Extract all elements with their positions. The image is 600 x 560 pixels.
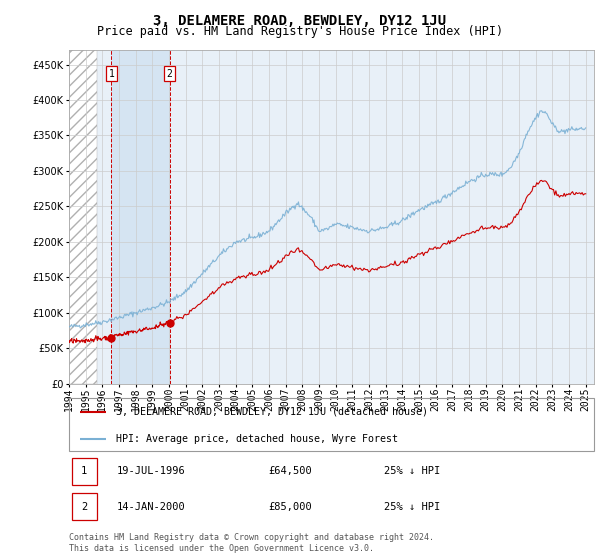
Text: 2: 2 xyxy=(167,69,173,79)
Text: 2: 2 xyxy=(81,502,88,512)
Text: 3, DELAMERE ROAD, BEWDLEY, DY12 1JU (detached house): 3, DELAMERE ROAD, BEWDLEY, DY12 1JU (det… xyxy=(116,407,428,417)
Bar xyxy=(71,458,97,485)
Text: 1: 1 xyxy=(81,466,88,476)
Text: 1: 1 xyxy=(109,69,114,79)
Text: Contains HM Land Registry data © Crown copyright and database right 2024.
This d: Contains HM Land Registry data © Crown c… xyxy=(69,533,434,553)
Text: Price paid vs. HM Land Registry's House Price Index (HPI): Price paid vs. HM Land Registry's House … xyxy=(97,25,503,38)
Text: 14-JAN-2000: 14-JAN-2000 xyxy=(116,502,185,512)
Bar xyxy=(69,50,97,384)
Text: HPI: Average price, detached house, Wyre Forest: HPI: Average price, detached house, Wyre… xyxy=(116,434,398,444)
Bar xyxy=(71,493,97,520)
Text: £64,500: £64,500 xyxy=(269,466,312,476)
Text: 19-JUL-1996: 19-JUL-1996 xyxy=(116,466,185,476)
Text: 25% ↓ HPI: 25% ↓ HPI xyxy=(384,466,440,476)
Text: £85,000: £85,000 xyxy=(269,502,312,512)
Bar xyxy=(112,50,170,384)
Text: 25% ↓ HPI: 25% ↓ HPI xyxy=(384,502,440,512)
Text: 3, DELAMERE ROAD, BEWDLEY, DY12 1JU: 3, DELAMERE ROAD, BEWDLEY, DY12 1JU xyxy=(154,14,446,28)
